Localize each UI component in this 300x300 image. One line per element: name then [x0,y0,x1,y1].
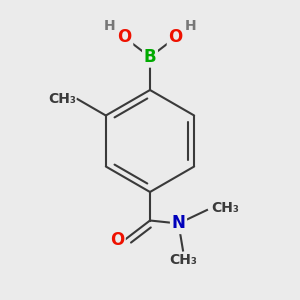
Text: CH₃: CH₃ [169,254,197,268]
Text: O: O [117,28,132,46]
Text: H: H [185,19,196,32]
Text: CH₃: CH₃ [48,92,76,106]
Text: H: H [104,19,115,32]
Text: O: O [168,28,183,46]
Text: N: N [172,214,185,232]
Text: O: O [110,231,124,249]
Text: CH₃: CH₃ [212,202,239,215]
Text: B: B [144,48,156,66]
